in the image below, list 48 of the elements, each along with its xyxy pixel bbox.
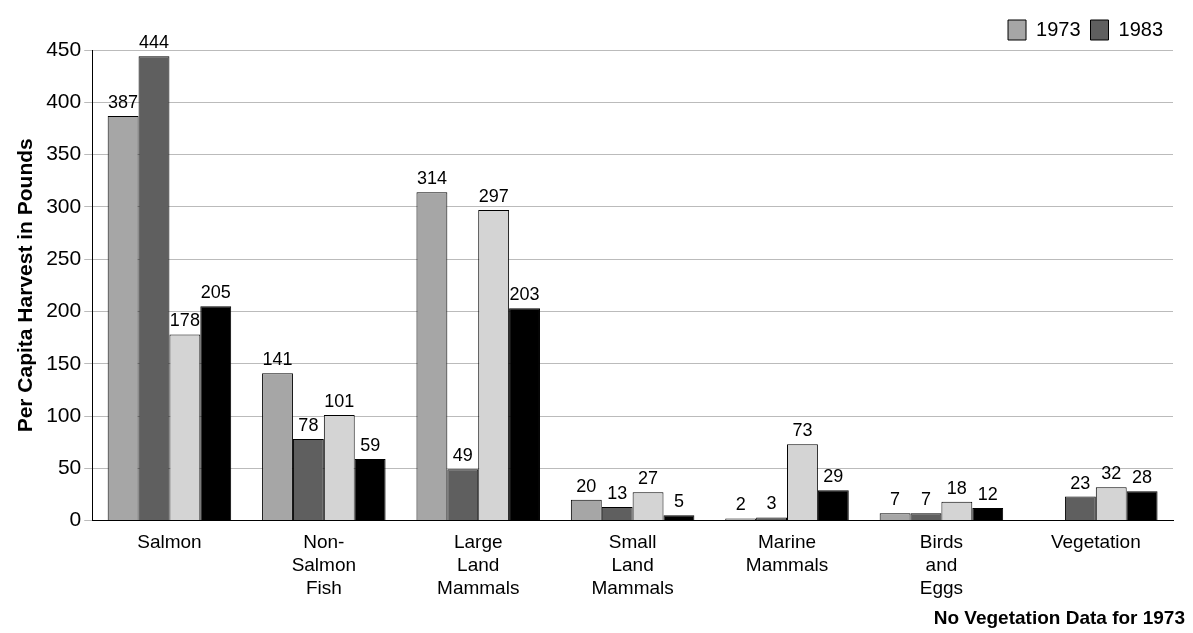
- data-label: 7: [920, 489, 931, 510]
- y-tick-label: 100: [46, 402, 82, 426]
- x-tick-label: Small Land Mammals: [591, 531, 674, 598]
- x-tick-label: Vegetation: [1050, 531, 1141, 553]
- data-label: 7: [890, 489, 901, 510]
- y-tick-label: 50: [57, 455, 82, 479]
- data-label: 444: [138, 32, 170, 53]
- data-label: 141: [262, 349, 293, 370]
- x-tick-label: Large Land Mammals: [437, 531, 520, 598]
- data-label: 59: [360, 434, 381, 455]
- data-label: 101: [324, 390, 355, 411]
- data-label: 297: [478, 185, 509, 206]
- y-tick-label: 0: [69, 507, 82, 531]
- data-label: 5: [673, 491, 684, 512]
- data-label: 73: [792, 420, 813, 441]
- data-label: 2: [735, 494, 746, 515]
- x-tick-label: Non-Salmon Fish: [291, 531, 357, 598]
- y-axis-title: Per Capita Harvest in Pounds: [13, 138, 37, 433]
- data-label: 27: [638, 468, 659, 489]
- data-label: 28: [1132, 467, 1153, 488]
- data-label: 13: [607, 482, 628, 503]
- y-tick-label: 350: [46, 141, 82, 165]
- data-label: 49: [452, 445, 473, 466]
- legend-label: 1983: [1118, 17, 1164, 40]
- data-label: 203: [509, 284, 540, 305]
- data-label: 314: [416, 168, 447, 189]
- y-tick-label: 400: [46, 89, 82, 113]
- y-tick-label: 150: [46, 350, 82, 374]
- data-label: 20: [576, 475, 597, 496]
- x-tick-label: Marine Mammals: [745, 531, 829, 576]
- y-tick-label: 300: [46, 193, 82, 217]
- data-label: 3: [766, 493, 777, 514]
- x-tick-label: Birds and Eggs: [919, 531, 964, 598]
- legend-label: 1973: [1036, 17, 1081, 40]
- data-label: 178: [169, 310, 200, 331]
- y-tick-label: 200: [46, 298, 82, 322]
- y-tick-label: 450: [46, 36, 82, 60]
- text: No Vegetation Data for 1973: [933, 607, 1185, 629]
- data-label: 78: [298, 415, 319, 435]
- data-label: 29: [823, 466, 844, 487]
- data-label: 32: [1101, 463, 1122, 484]
- data-label: 387: [108, 91, 139, 112]
- data-label: 205: [200, 282, 231, 303]
- data-label: 23: [1070, 472, 1091, 493]
- data-label: 18: [946, 477, 967, 498]
- y-tick-label: 250: [46, 245, 82, 269]
- x-tick-label: Salmon: [137, 531, 202, 553]
- data-label: 12: [977, 484, 998, 505]
